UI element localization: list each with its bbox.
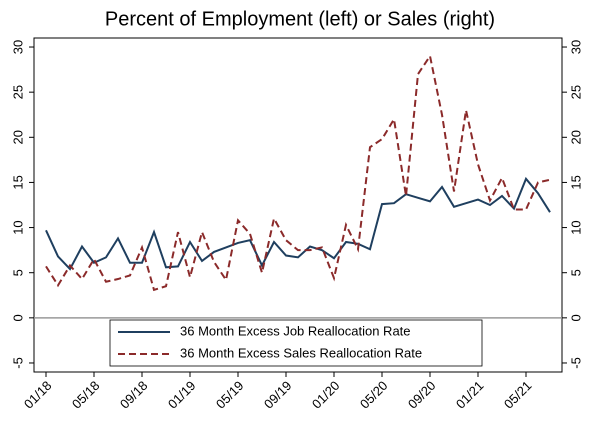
legend-label: 36 Month Excess Job Reallocation Rate xyxy=(180,323,411,338)
x-tick-label: 09/18 xyxy=(117,378,151,412)
y-tick-label: -5 xyxy=(10,357,25,369)
series-line xyxy=(45,176,551,271)
series-line xyxy=(45,53,551,292)
x-tick-label: 01/19 xyxy=(165,378,199,412)
y-tick-label: 20 xyxy=(568,130,583,144)
x-tick-label: 01/18 xyxy=(21,378,55,412)
y-tick-label: 10 xyxy=(568,220,583,234)
legend-label: 36 Month Excess Sales Reallocation Rate xyxy=(180,345,422,360)
x-tick-label: 09/19 xyxy=(261,378,295,412)
y-tick-label: 25 xyxy=(568,85,583,99)
x-tick-label: 05/19 xyxy=(213,378,247,412)
y-tick-label: 5 xyxy=(10,269,25,276)
y-tick-label: 25 xyxy=(10,85,25,99)
y-tick-label: 0 xyxy=(568,314,583,321)
x-tick-label: 05/20 xyxy=(357,378,391,412)
x-tick-label: 01/20 xyxy=(309,378,343,412)
y-tick-label: 15 xyxy=(10,175,25,189)
y-tick-label: 20 xyxy=(10,130,25,144)
chart-title: Percent of Employment (left) or Sales (r… xyxy=(105,8,495,30)
x-tick-label: 09/20 xyxy=(405,378,439,412)
x-tick-label: 01/21 xyxy=(453,378,487,412)
x-tick-label: 05/21 xyxy=(501,378,535,412)
legend-box xyxy=(109,319,483,367)
plot-frame xyxy=(33,37,563,373)
y-tick-label: 0 xyxy=(10,314,25,321)
y-tick-label: -5 xyxy=(568,357,583,369)
y-tick-label: 30 xyxy=(568,40,583,54)
x-tick-label: 05/18 xyxy=(69,378,103,412)
y-tick-label: 5 xyxy=(568,269,583,276)
y-tick-label: 15 xyxy=(568,175,583,189)
y-tick-label: 30 xyxy=(10,40,25,54)
y-tick-label: 10 xyxy=(10,220,25,234)
